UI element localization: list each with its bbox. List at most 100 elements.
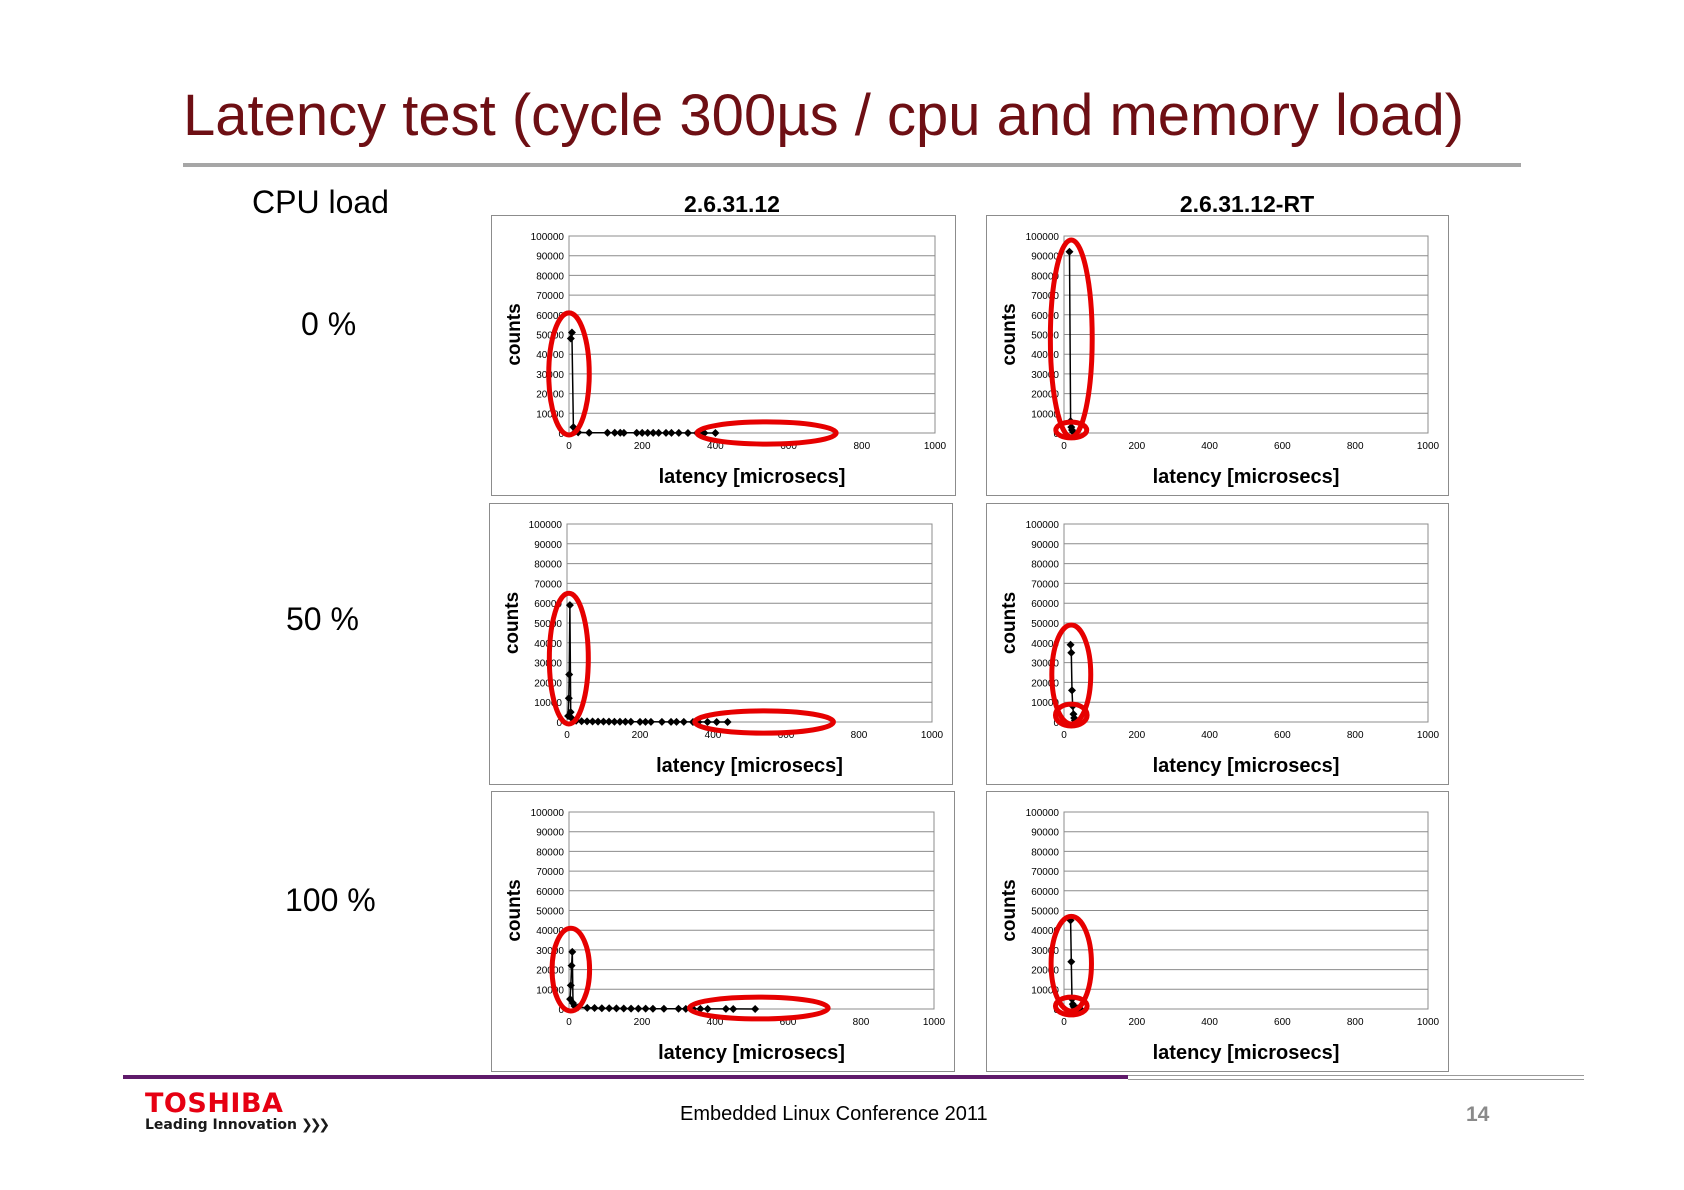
data-point [594, 717, 603, 726]
y-tick-label: 100000 [1026, 808, 1060, 819]
data-point [1067, 957, 1076, 966]
y-tick-label: 60000 [536, 887, 564, 898]
chart-panel-rt-50pct: 0 10000 20000 30000 40000 50000 60000 70000 8000… [986, 503, 1449, 785]
y-tick-label: 10000 [1031, 698, 1059, 709]
page-number: 14 [1466, 1103, 1490, 1126]
y-tick-label: 40000 [1031, 350, 1059, 361]
y-tick-label: 100000 [1026, 520, 1060, 531]
data-point [568, 947, 577, 956]
chart-panel-rt-0pct: 0 10000 20000 30000 40000 50000 60000 70000 8000… [986, 215, 1449, 496]
y-tick-label: 0 [558, 1005, 564, 1016]
x-tick-label: 0 [566, 441, 572, 452]
y-axis-label: counts [999, 592, 1020, 654]
x-tick-label: 600 [1274, 730, 1291, 741]
data-point [641, 1004, 650, 1013]
data-point [577, 717, 586, 726]
y-axis-label: counts [999, 879, 1020, 941]
data-point [566, 708, 575, 717]
y-axis-label: counts [504, 879, 525, 941]
data-point [619, 428, 628, 437]
data-point [646, 717, 655, 726]
column-header-rt: 2.6.31.12-RT [1179, 191, 1315, 217]
chart-svg: 0100002000030000400005000060000700008000… [999, 808, 1440, 1064]
data-point [632, 428, 641, 437]
y-tick-label: 0 [1053, 718, 1059, 729]
y-tick-label: 20000 [1031, 678, 1059, 689]
x-axis-label: latency [microsecs] [1153, 466, 1340, 488]
highlight-ellipse [1052, 701, 1090, 729]
y-tick-label: 60000 [534, 599, 562, 610]
data-point [667, 428, 676, 437]
y-tick-label: 10000 [536, 985, 564, 996]
data-point [566, 334, 575, 343]
y-tick-label: 50000 [536, 331, 564, 342]
data-point [564, 694, 573, 703]
data-point [712, 717, 721, 726]
data-point [568, 715, 577, 724]
data-point [654, 428, 663, 437]
x-tick-label: 600 [780, 1017, 797, 1028]
y-tick-label: 90000 [1031, 540, 1059, 551]
y-tick-label: 70000 [536, 291, 564, 302]
data-point [674, 1004, 683, 1013]
logo-tagline-text: Leading Innovation [145, 1117, 297, 1133]
data-point [679, 717, 688, 726]
x-axis-label: latency [microsecs] [1153, 1042, 1340, 1064]
highlight-ellipse [549, 925, 593, 1014]
x-tick-label: 0 [566, 1017, 572, 1028]
data-point [661, 428, 670, 437]
data-point [721, 1004, 730, 1013]
y-tick-label: 0 [556, 718, 562, 729]
data-point [565, 601, 574, 610]
highlight-ellipse [694, 419, 839, 447]
x-tick-label: 800 [851, 730, 868, 741]
data-point [599, 717, 608, 726]
data-point [566, 981, 575, 990]
y-axis-label: counts [502, 592, 523, 654]
row-label-0: 0 % [301, 306, 357, 342]
x-tick-label: 200 [1128, 730, 1145, 741]
y-tick-label: 70000 [1031, 291, 1059, 302]
data-point [674, 428, 683, 437]
data-point [649, 428, 658, 437]
highlight-ellipse [1053, 419, 1090, 441]
y-tick-label: 40000 [1031, 926, 1059, 937]
data-point [588, 717, 597, 726]
data-point [1065, 247, 1074, 256]
data-point [627, 1004, 636, 1013]
y-tick-label: 90000 [536, 828, 564, 839]
y-tick-label: 60000 [536, 311, 564, 322]
data-point [619, 1004, 628, 1013]
x-tick-label: 0 [1061, 730, 1067, 741]
data-point [605, 1004, 614, 1013]
x-tick-label: 800 [1347, 1017, 1364, 1028]
y-tick-label: 10000 [1031, 409, 1059, 420]
x-tick-label: 400 [1201, 1017, 1218, 1028]
row-label-50: 50 % [286, 601, 359, 637]
y-tick-label: 80000 [1031, 271, 1059, 282]
x-tick-label: 1000 [923, 1017, 946, 1028]
highlight-ellipse [686, 994, 831, 1022]
data-point [612, 1004, 621, 1013]
y-tick-label: 50000 [536, 907, 564, 918]
x-tick-label: 0 [1061, 1017, 1067, 1028]
y-tick-label: 20000 [1031, 390, 1059, 401]
logo-tagline: Leading Innovation ❯❯❯ [145, 1117, 330, 1133]
x-tick-label: 400 [1201, 441, 1218, 452]
chart-svg: 0100002000030000400005000060000700008000… [502, 520, 944, 777]
toshiba-logo: TOSHIBA Leading Innovation ❯❯❯ [145, 1088, 330, 1133]
y-tick-label: 100000 [529, 520, 563, 531]
x-tick-label: 1000 [921, 730, 944, 741]
x-tick-label: 600 [778, 730, 795, 741]
x-axis-label: latency [microsecs] [659, 466, 846, 488]
x-tick-label: 400 [707, 1017, 724, 1028]
y-tick-label: 30000 [536, 946, 564, 957]
data-point [610, 717, 619, 726]
y-tick-label: 70000 [1031, 867, 1059, 878]
data-point [590, 1004, 599, 1013]
chart-svg: 0100002000030000400005000060000700008000… [999, 232, 1440, 488]
data-point [638, 428, 647, 437]
x-tick-label: 800 [1347, 730, 1364, 741]
data-point [703, 717, 712, 726]
y-tick-label: 30000 [1031, 370, 1059, 381]
